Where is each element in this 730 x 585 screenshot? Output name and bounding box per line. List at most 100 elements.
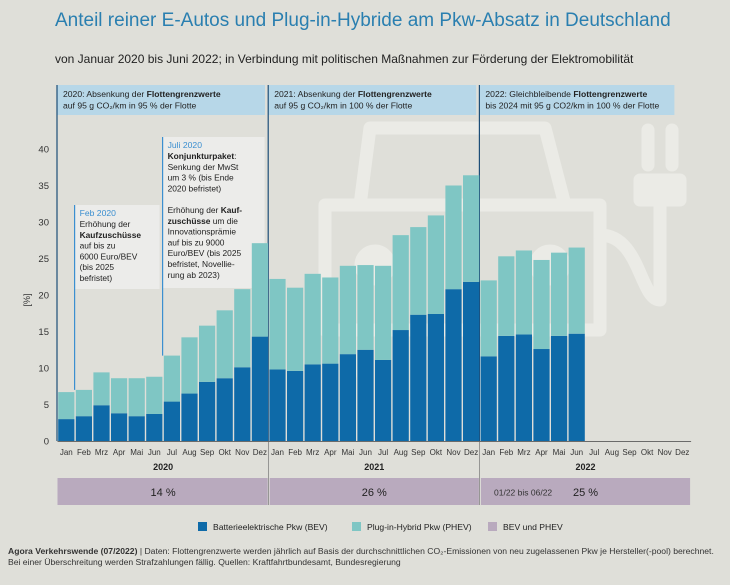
bar-phev[interactable] xyxy=(75,389,92,417)
policy-note-text-segment: Kaufzuschüsse xyxy=(80,230,142,240)
bar-bev[interactable] xyxy=(128,416,145,441)
y-tick-label: 30 xyxy=(38,218,49,229)
policy-box-text-segment: bis 2024 mit 95 g CO2/km in 100 % der Fl… xyxy=(485,101,659,111)
bar-bev[interactable] xyxy=(163,401,180,441)
bar-phev[interactable] xyxy=(234,289,251,368)
bar-bev[interactable] xyxy=(93,405,110,441)
legend-swatch xyxy=(488,522,497,531)
policy-box-text-segment: Flottengrenzwerte xyxy=(573,89,647,99)
policy-box-text-segment: 2022: Gleichbleibende xyxy=(485,89,573,99)
bar-bev[interactable] xyxy=(498,335,515,441)
bar-bev[interactable] xyxy=(111,413,128,441)
bar-bev[interactable] xyxy=(251,336,268,441)
policy-note-box xyxy=(162,137,265,288)
y-tick-label: 5 xyxy=(44,400,49,411)
x-tick-label: Apr xyxy=(113,448,126,457)
chart-title: Anteil reiner E-Autos und Plug-in-Hybrid… xyxy=(55,10,671,31)
bar-phev[interactable] xyxy=(216,310,233,379)
bar-phev[interactable] xyxy=(322,277,339,364)
bar-bev[interactable] xyxy=(410,314,427,441)
bar-bev[interactable] xyxy=(146,413,163,441)
bar-bev[interactable] xyxy=(568,333,585,441)
x-tick-label: Aug xyxy=(394,448,408,457)
policy-note-text-segment: rung ab 2023) xyxy=(168,270,220,280)
policy-note-text: rung ab 2023) xyxy=(168,270,220,280)
y-tick-label: 15 xyxy=(38,327,49,338)
bar-bev[interactable] xyxy=(551,335,568,441)
bar-phev[interactable] xyxy=(410,227,427,315)
bar-bev[interactable] xyxy=(533,349,550,441)
x-tick-label: Sep xyxy=(622,448,637,457)
bar-phev[interactable] xyxy=(269,278,286,370)
bar-bev[interactable] xyxy=(322,363,339,441)
bar-phev[interactable] xyxy=(568,247,585,334)
policy-box-text-segment: Flottengrenzwerte xyxy=(147,89,221,99)
bar-bev[interactable] xyxy=(339,354,356,441)
bar-bev[interactable] xyxy=(287,370,304,441)
bar-bev[interactable] xyxy=(463,281,480,441)
policy-note-text-segment: Erhöhung der xyxy=(80,219,131,229)
x-tick-label: Mrz xyxy=(306,448,319,457)
policy-note-text-segment: 2020 befristet) xyxy=(168,183,222,193)
bar-phev[interactable] xyxy=(357,265,374,350)
bar-bev[interactable] xyxy=(199,381,216,441)
bar-phev[interactable] xyxy=(163,355,180,402)
bar-phev[interactable] xyxy=(375,265,392,360)
bar-phev[interactable] xyxy=(128,378,145,417)
bar-phev[interactable] xyxy=(498,256,515,336)
bar-phev[interactable] xyxy=(533,259,550,350)
footer-source-bold: Agora Verkehrswende (07/2022) xyxy=(8,546,138,556)
bar-bev[interactable] xyxy=(216,378,233,441)
bar-phev[interactable] xyxy=(445,185,462,290)
bar-phev[interactable] xyxy=(181,337,198,394)
bar-phev[interactable] xyxy=(287,287,304,371)
bar-bev[interactable] xyxy=(58,419,75,441)
bar-phev[interactable] xyxy=(93,372,110,406)
bar-phev[interactable] xyxy=(251,243,268,337)
bar-phev[interactable] xyxy=(551,252,568,336)
bar-bev[interactable] xyxy=(375,359,392,441)
policy-note-text: (bis 2025 xyxy=(80,262,115,272)
bar-bev[interactable] xyxy=(392,330,409,441)
bar-phev[interactable] xyxy=(146,376,163,414)
bar-phev[interactable] xyxy=(304,273,321,365)
policy-note-text-segment: : xyxy=(234,151,236,161)
bar-bev[interactable] xyxy=(480,356,497,441)
bar-bev[interactable] xyxy=(445,289,462,441)
year-label: 2020 xyxy=(153,462,173,472)
x-tick-label: Jul xyxy=(167,448,177,457)
policy-box xyxy=(479,85,675,115)
x-tick-label: Jul xyxy=(378,448,388,457)
footer-source: Agora Verkehrswende (07/2022) | Daten: F… xyxy=(8,546,722,568)
bar-phev[interactable] xyxy=(339,265,356,355)
bar-phev[interactable] xyxy=(480,280,497,357)
x-tick-label: Jan xyxy=(271,448,284,457)
x-tick-label: Jun xyxy=(570,448,583,457)
bar-bev[interactable] xyxy=(75,416,92,441)
x-tick-label: Sep xyxy=(411,448,426,457)
bar-bev[interactable] xyxy=(269,369,286,441)
bar-bev[interactable] xyxy=(357,349,374,441)
policy-note-text: auf bis zu xyxy=(80,241,116,251)
policy-box-text-segment: 2021: Absenkung der xyxy=(274,89,358,99)
bar-bev[interactable] xyxy=(181,393,198,441)
policy-note-text-segment: Kauf- xyxy=(221,205,243,215)
bar-phev[interactable] xyxy=(111,378,128,414)
bar-phev[interactable] xyxy=(463,175,480,282)
bar-phev[interactable] xyxy=(58,392,75,420)
bar-bev[interactable] xyxy=(234,367,251,441)
x-tick-label: Okt xyxy=(218,448,231,457)
policy-note-text-segment: auf bis zu 9000 xyxy=(168,237,225,247)
bar-bev[interactable] xyxy=(427,313,444,441)
bar-phev[interactable] xyxy=(392,235,409,331)
policy-box-text-segment: auf 95 g CO₂/km in 100 % der Flotte xyxy=(274,101,412,111)
bar-bev[interactable] xyxy=(304,364,321,441)
bar-phev[interactable] xyxy=(199,325,216,382)
bar-phev[interactable] xyxy=(427,215,444,314)
policy-note-text: Euro/BEV (bis 2025 xyxy=(168,248,242,258)
policy-box-text: 2020: Absenkung der Flottengrenzwerte xyxy=(63,89,221,99)
bar-bev[interactable] xyxy=(515,334,532,441)
bar-phev[interactable] xyxy=(515,250,532,335)
x-tick-label: Apr xyxy=(324,448,337,457)
